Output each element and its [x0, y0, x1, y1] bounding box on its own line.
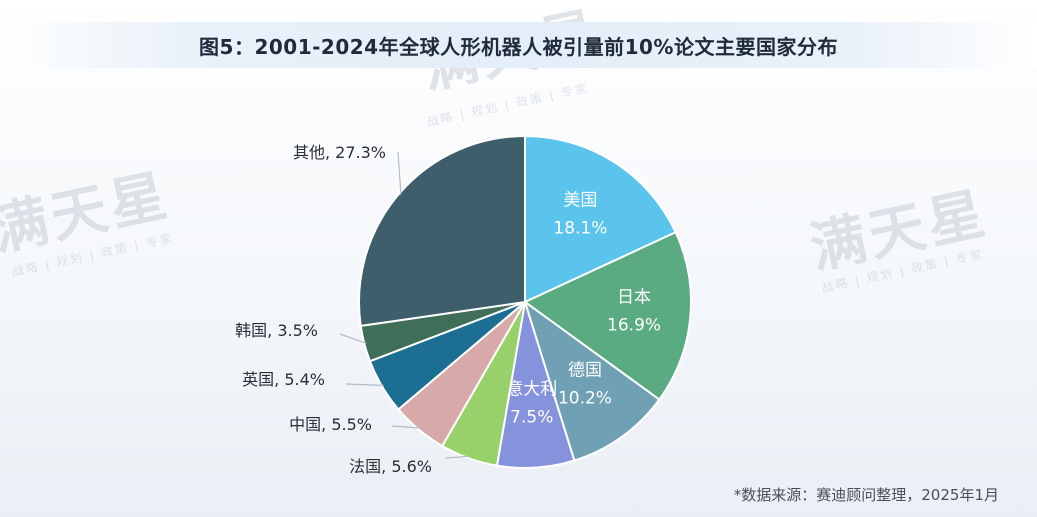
slice-outside-label: 中国, 5.5% — [289, 415, 372, 434]
leader-line — [339, 333, 367, 344]
leader-line — [345, 383, 384, 387]
chart-title: 图5：2001-2024年全球人形机器人被引量前10%论文主要国家分布 — [199, 34, 838, 59]
slice-outside-label: 英国, 5.4% — [242, 370, 325, 389]
pie-slice — [523, 230, 692, 401]
leader-line — [445, 455, 470, 459]
slice-outside-label: 韩国, 3.5% — [235, 321, 318, 340]
pie-slice — [358, 134, 526, 328]
slice-label: 美国 — [563, 190, 597, 210]
slice-outside-label: 其他, 27.3% — [293, 143, 386, 162]
pie-slice — [523, 299, 661, 462]
leader-line — [397, 151, 402, 195]
slice-value-label: 18.1% — [553, 218, 607, 238]
slice-value-label: 7.5% — [510, 408, 553, 428]
slice-outside-label: 法国, 5.6% — [349, 457, 432, 476]
slice-value-label: 16.9% — [607, 316, 661, 336]
pie-slice — [524, 134, 677, 304]
source-note: *数据来源：赛迪顾问整理，2025年1月 — [733, 486, 999, 504]
title-bar: 图5：2001-2024年全球人形机器人被引量前10%论文主要国家分布 — [0, 22, 1037, 68]
slice-label: 意大利 — [506, 380, 557, 400]
slice-label: 德国 — [568, 361, 602, 381]
slice-value-label: 10.2% — [558, 389, 612, 409]
leader-line — [391, 425, 421, 429]
slice-label: 日本 — [617, 288, 651, 308]
